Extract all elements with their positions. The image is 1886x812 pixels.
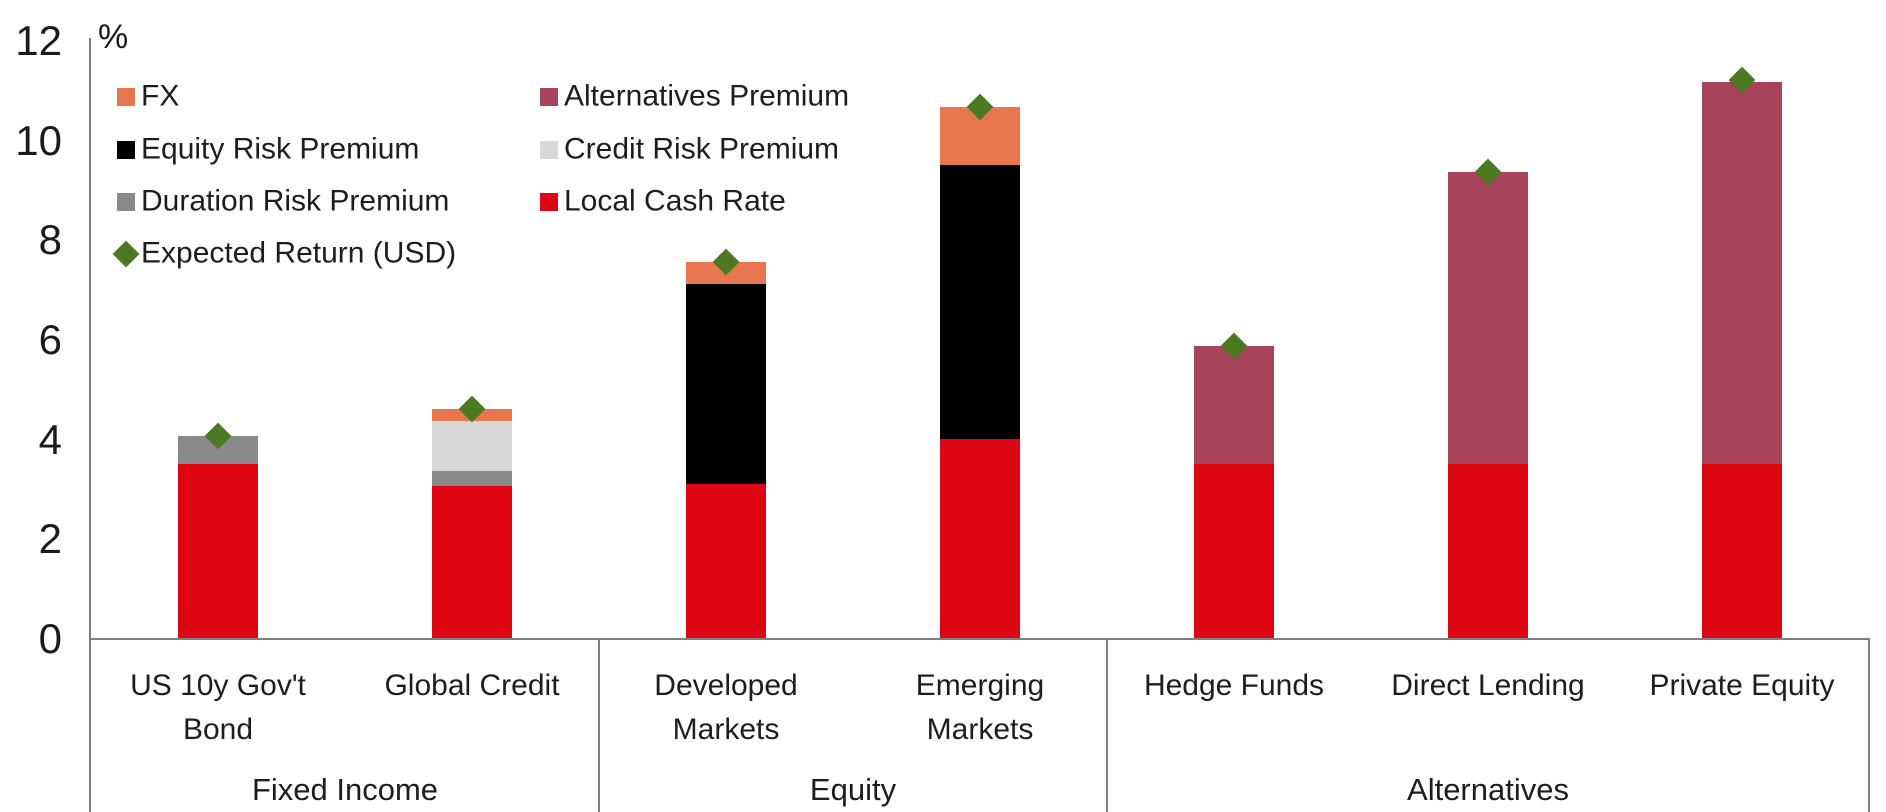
- category-label: Hedge Funds: [1107, 664, 1361, 708]
- y-axis-line: [89, 38, 91, 812]
- legend-label-equity-risk-premium: Equity Risk Premium: [141, 132, 420, 166]
- legend-swatch-alternatives-premium: [540, 88, 558, 106]
- category-label: US 10y Gov't Bond: [91, 664, 345, 752]
- category-label: Emerging Markets: [853, 664, 1107, 752]
- group-divider: [1868, 638, 1870, 812]
- legend-swatch-fx: [117, 88, 135, 106]
- group-label: Equity: [809, 772, 897, 807]
- category-label-line: Bond: [182, 713, 254, 746]
- category-label-line: Global Credit: [384, 669, 560, 702]
- bar-segment-credit-risk-premium: [432, 421, 512, 472]
- y-axis-tick-label: 2: [38, 515, 62, 563]
- legend-label-duration-risk-premium: Duration Risk Premium: [141, 184, 450, 218]
- y-axis-tick-label: 12: [15, 17, 62, 64]
- x-axis-line: [89, 638, 1869, 640]
- bar-segment-local-cash-rate: [686, 483, 766, 638]
- legend-swatch-duration-risk-premium: [117, 193, 135, 211]
- legend-swatch-credit-risk-premium: [540, 141, 558, 159]
- bar-segment-alternatives-premium: [1702, 82, 1782, 464]
- bar-segment-alternatives-premium: [1194, 346, 1274, 464]
- category-label-line: US 10y Gov't: [130, 669, 306, 702]
- category-label: Direct Lending: [1361, 664, 1615, 708]
- group-divider: [1106, 638, 1108, 812]
- y-axis-tick-label: 6: [38, 316, 62, 363]
- bar-segment-alternatives-premium: [1448, 172, 1528, 464]
- bar-segment-equity-risk-premium: [940, 164, 1020, 439]
- y-axis-unit-label: %: [98, 18, 129, 56]
- group-divider: [598, 638, 600, 812]
- category-label: Global Credit: [345, 664, 599, 708]
- legend-label-expected-return-usd: Expected Return (USD): [141, 236, 457, 270]
- y-axis-tick-label: 4: [38, 415, 62, 463]
- legend-label-credit-risk-premium: Credit Risk Premium: [564, 132, 840, 166]
- bar-segment-local-cash-rate: [1448, 463, 1528, 638]
- category-label-line: Private Equity: [1649, 669, 1835, 702]
- category-label-line: Developed: [654, 669, 798, 702]
- category-label-line: Hedge Funds: [1143, 669, 1325, 702]
- legend-label-alternatives-premium: Alternatives Premium: [564, 79, 850, 113]
- category-label: Developed Markets: [599, 664, 853, 752]
- bar-segment-equity-risk-premium: [686, 284, 766, 484]
- legend-label-fx: FX: [141, 79, 180, 113]
- group-label: Fixed Income: [251, 772, 439, 807]
- category-label-line: Markets: [926, 713, 1034, 746]
- bar-segment-local-cash-rate: [178, 463, 258, 638]
- group-label: Alternatives: [1407, 772, 1569, 807]
- category-label-line: Markets: [672, 713, 780, 746]
- legend-label-local-cash-rate: Local Cash Rate: [564, 184, 786, 218]
- bar-segment-local-cash-rate: [432, 486, 512, 638]
- bar-segment-local-cash-rate: [940, 438, 1020, 638]
- category-label: Private Equity: [1615, 664, 1869, 708]
- y-axis-tick-label: 0: [38, 615, 62, 662]
- category-label-line: Emerging: [915, 669, 1045, 702]
- category-label-line: Direct Lending: [1391, 669, 1585, 702]
- bar-segment-local-cash-rate: [1194, 463, 1274, 638]
- legend-swatch-local-cash-rate: [540, 193, 558, 211]
- legend-swatch-equity-risk-premium: [117, 141, 135, 159]
- bar-segment-local-cash-rate: [1702, 463, 1782, 638]
- y-axis-tick-label: 10: [15, 116, 62, 164]
- y-axis-tick-label: 8: [38, 216, 62, 264]
- legend-marker-expected-return-usd: [112, 240, 140, 268]
- bar-segment-duration-risk-premium: [432, 471, 512, 486]
